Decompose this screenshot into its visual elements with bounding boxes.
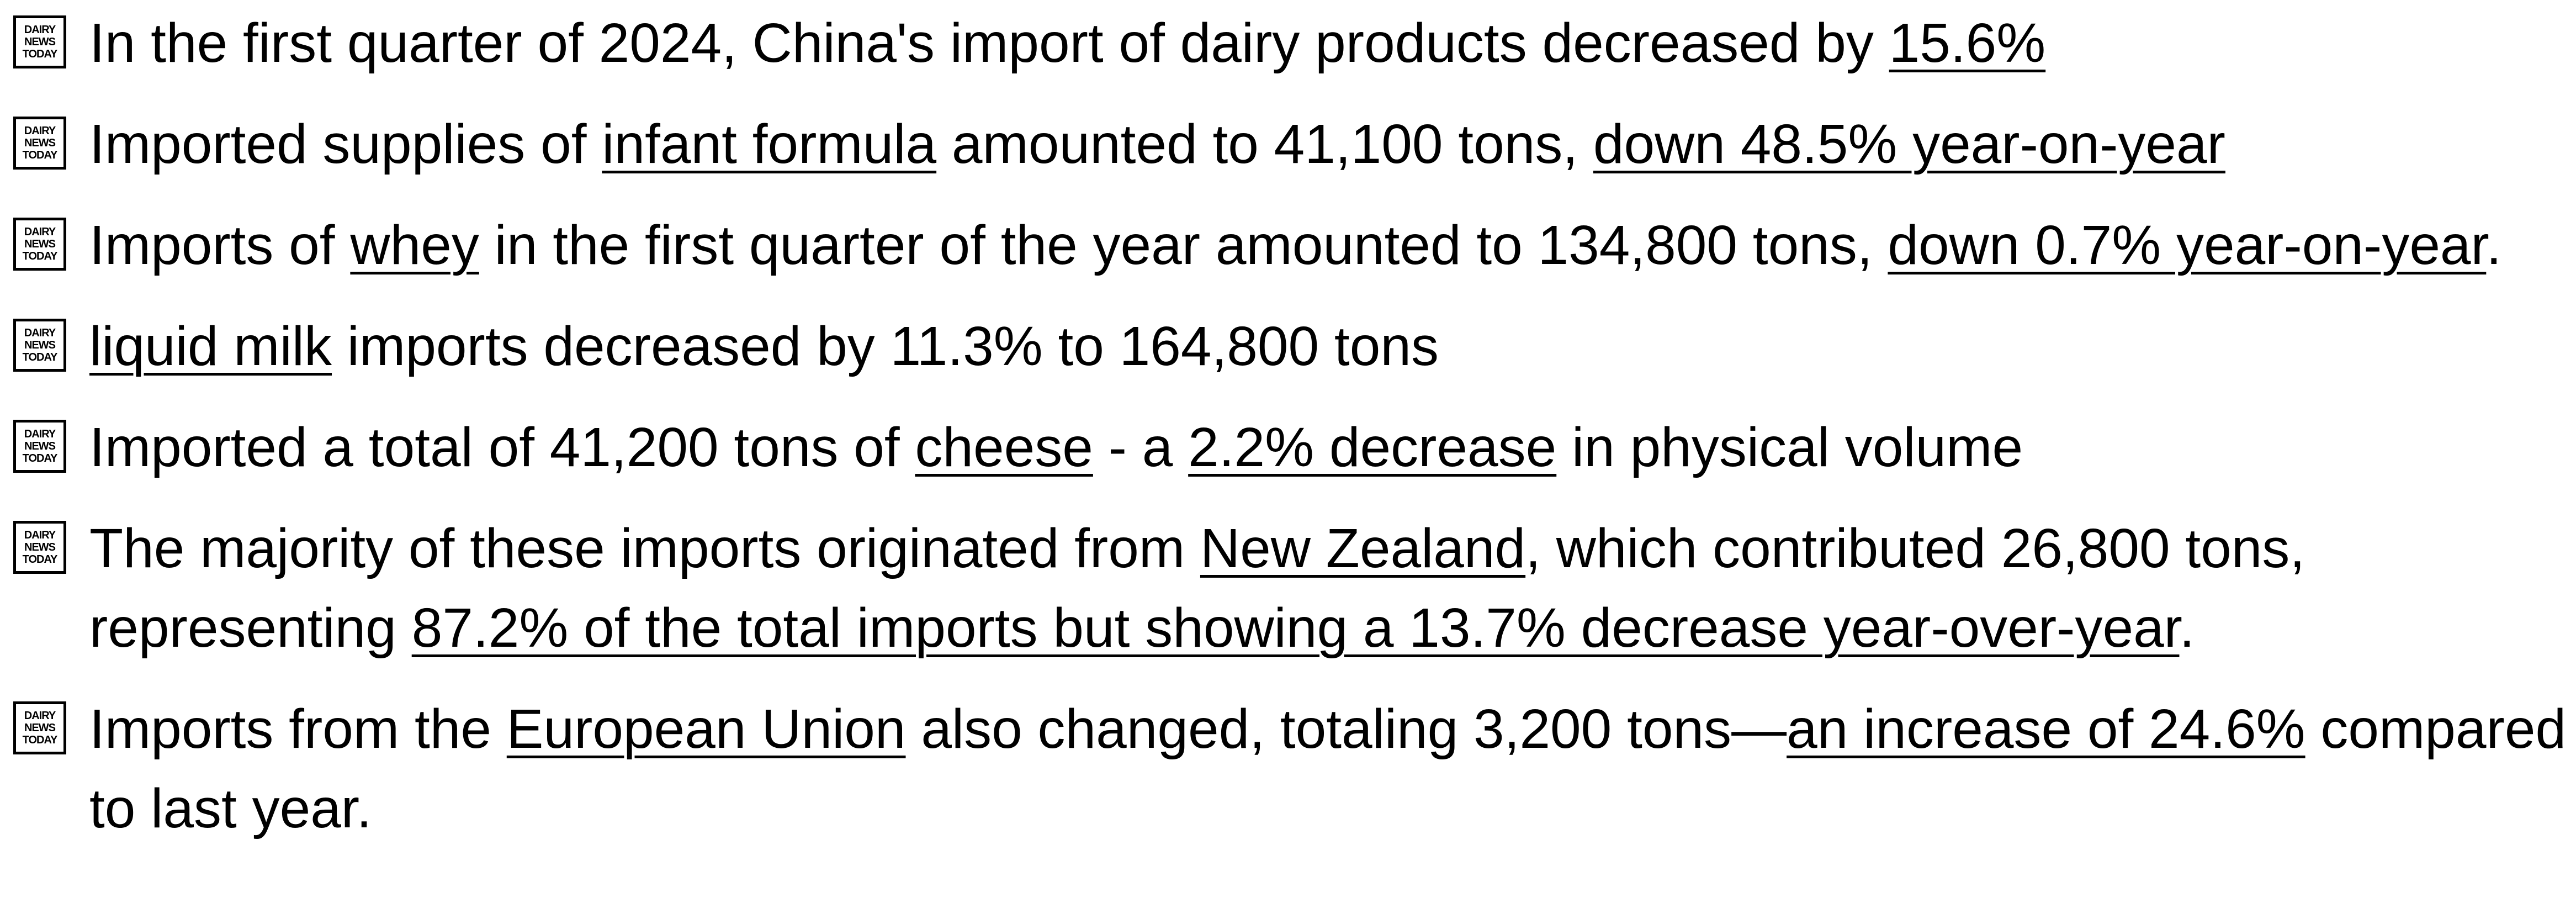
text: in the first quarter of the year amounte… (479, 214, 1888, 276)
icon-text: NEWS (24, 339, 56, 351)
icon-text: NEWS (24, 36, 56, 48)
underlined-text: 87.2% of the total imports but showing a… (411, 597, 2180, 659)
icon-text: TODAY (22, 351, 58, 363)
text: imports decreased by 11.3% to 164,800 to… (332, 315, 1439, 377)
bullet-item: DAIRY NEWS TODAY The majority of these impo… (0, 509, 2576, 668)
underlined-text: liquid milk (89, 315, 332, 377)
icon-text: DAIRY (24, 226, 56, 238)
underlined-text: infant formula (602, 113, 937, 175)
text: The majority of these imports originated… (89, 517, 1200, 579)
icon-text: DAIRY (24, 428, 56, 440)
news-icon: DAIRY NEWS TODAY (13, 319, 66, 372)
bullet-item: DAIRY NEWS TODAY Imported supplies of infan… (0, 104, 2576, 184)
underlined-text: down 0.7% year-on-year (1888, 214, 2487, 276)
news-icon: DAIRY NEWS TODAY (13, 15, 66, 68)
icon-text: NEWS (24, 541, 56, 553)
text: , which contributed 26,800 tons, represe… (89, 517, 2305, 659)
text: Imports of (89, 214, 351, 276)
bullet-item: DAIRY NEWS TODAY Imported a total of 41,200… (0, 408, 2576, 487)
bullet-list: DAIRY NEWS TODAY In the first quarter of 20… (0, 3, 2576, 848)
text: in physical volume (1556, 416, 2023, 478)
icon-text: NEWS (24, 440, 56, 452)
icon-text: DAIRY (24, 710, 56, 722)
text: Imported supplies of (89, 113, 602, 175)
icon-text: TODAY (22, 734, 58, 746)
icon-text: NEWS (24, 238, 56, 250)
news-icon: DAIRY NEWS TODAY (13, 218, 66, 271)
text: In the first quarter of 2024, China's im… (89, 12, 1889, 74)
icon-text: TODAY (22, 250, 58, 262)
text: amounted to 41,100 tons, (936, 113, 1593, 175)
icon-text: NEWS (24, 137, 56, 149)
news-icon: DAIRY NEWS TODAY (13, 117, 66, 170)
icon-text: DAIRY (24, 327, 56, 339)
underlined-text: whey (350, 214, 479, 276)
icon-text: DAIRY (24, 125, 56, 137)
underlined-text: an increase of 24.6% (1787, 698, 2305, 760)
text: . (2486, 214, 2502, 276)
news-icon: DAIRY NEWS TODAY (13, 420, 66, 473)
text: - a (1093, 416, 1189, 478)
bullet-item: DAIRY NEWS TODAY Imports from the European … (0, 689, 2576, 848)
bullet-item: DAIRY NEWS TODAY liquid milk imports decrea… (0, 307, 2576, 386)
icon-text: TODAY (22, 149, 58, 161)
text: Imported a total of 41,200 tons of (89, 416, 915, 478)
text: compared to last year. (89, 698, 2567, 839)
underlined-text: New Zealand (1200, 517, 1526, 579)
bullet-item: DAIRY NEWS TODAY Imports of whey in the fir… (0, 205, 2576, 285)
underlined-text: 2.2% decrease (1188, 416, 1557, 478)
bullet-item: DAIRY NEWS TODAY In the first quarter of 20… (0, 3, 2576, 83)
icon-text: DAIRY (24, 529, 56, 541)
icon-text: TODAY (22, 452, 58, 464)
underlined-text: 15.6% (1889, 12, 2046, 74)
text: . (2179, 597, 2195, 659)
news-icon: DAIRY NEWS TODAY (13, 521, 66, 574)
underlined-text: cheese (915, 416, 1093, 478)
underlined-text: down 48.5% year-on-year (1593, 113, 2225, 175)
underlined-text: European Union (506, 698, 906, 760)
icon-text: DAIRY (24, 24, 56, 36)
text: Imports from the (89, 698, 507, 760)
news-icon: DAIRY NEWS TODAY (13, 701, 66, 754)
icon-text: NEWS (24, 722, 56, 734)
icon-text: TODAY (22, 48, 58, 60)
icon-text: TODAY (22, 553, 58, 566)
text: also changed, totaling 3,200 tons— (905, 698, 1787, 760)
